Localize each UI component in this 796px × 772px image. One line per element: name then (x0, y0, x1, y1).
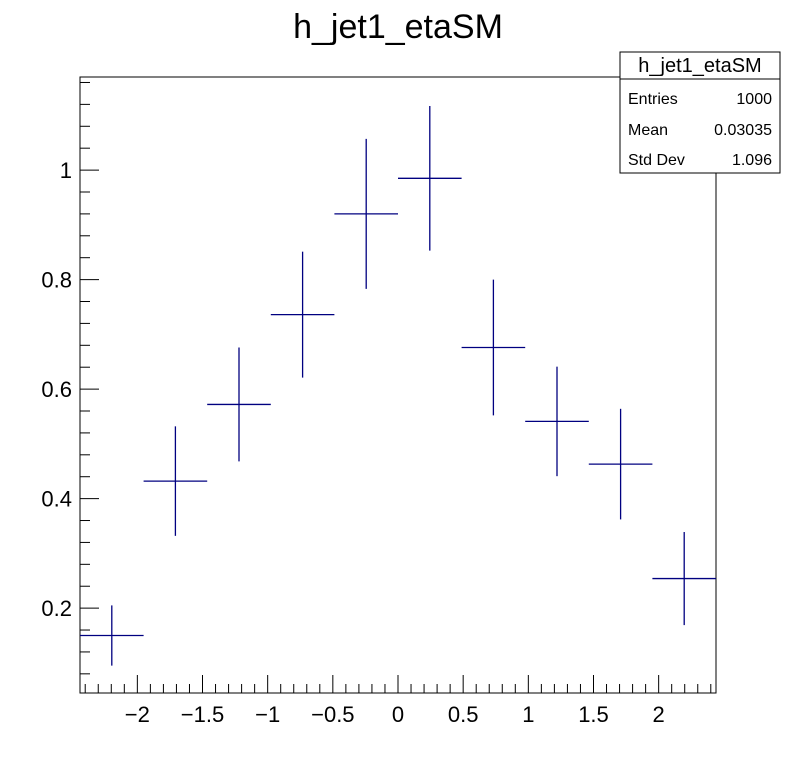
data-point (270, 251, 335, 378)
data-point (207, 347, 271, 462)
stats-stddev-label: Std Dev (628, 152, 685, 169)
data-point (652, 532, 716, 626)
y-tick-label: 0.8 (41, 268, 72, 293)
y-tick-label: 1 (60, 158, 72, 183)
data-point (588, 408, 653, 520)
y-tick-label: 0.2 (41, 596, 72, 621)
x-tick-label: 0 (392, 702, 404, 727)
x-tick-label: −0.5 (311, 702, 354, 727)
stats-entries-label: Entries (628, 91, 678, 108)
data-point (143, 426, 208, 536)
data-point (461, 279, 526, 416)
data-point (398, 106, 462, 251)
x-tick-label: 1.5 (578, 702, 609, 727)
stats-box-frame (619, 51, 781, 174)
x-tick-label: 0.5 (448, 702, 479, 727)
stats-entries-value: 1000 (736, 91, 772, 108)
stats-mean-label: Mean (628, 122, 668, 139)
stats-box-title: h_jet1_etaSM (638, 55, 761, 77)
data-point (525, 366, 589, 477)
data-point (334, 138, 398, 289)
y-axis: 0.2 0.4 0.6 0.8 1 (41, 81, 99, 675)
data-points (80, 106, 716, 666)
chart-title: h_jet1_etaSM (293, 8, 503, 46)
x-tick-label: −1.5 (181, 702, 224, 727)
data-point (80, 605, 144, 666)
y-tick-label: 0.6 (41, 377, 72, 402)
x-tick-label: 1 (522, 702, 534, 727)
x-tick-label: −1 (255, 702, 280, 727)
x-tick-label: −2 (125, 702, 150, 727)
x-axis: −2 −1.5 −1 −0.5 0 0.5 1 1.5 2 (84, 675, 712, 727)
y-tick-label: 0.4 (41, 487, 72, 512)
stats-box: h_jet1_etaSM Entries 1000 Mean 0.03035 S… (619, 51, 781, 174)
x-tick-label: 2 (653, 702, 665, 727)
stats-stddev-value: 1.096 (732, 152, 772, 169)
stats-mean-value: 0.03035 (714, 122, 772, 139)
